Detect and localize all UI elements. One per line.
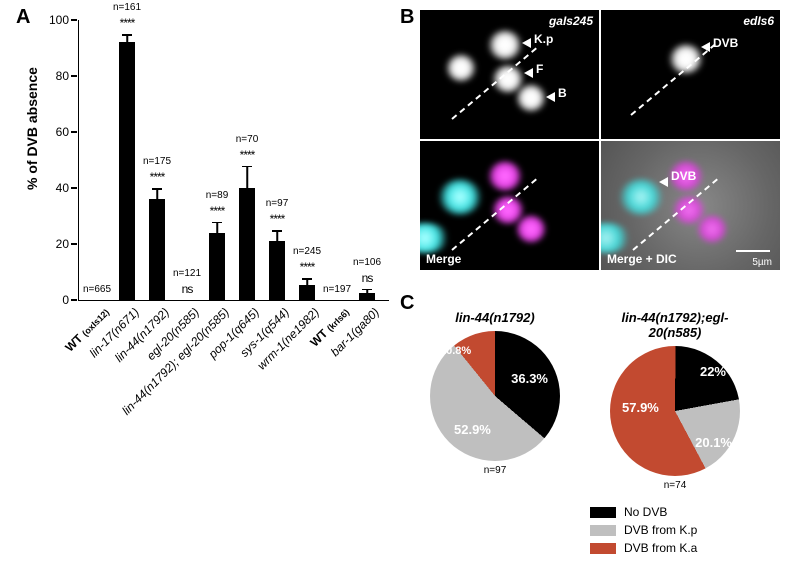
nucleus-m1 (488, 161, 522, 191)
label-dvb: DVB (713, 36, 738, 50)
label-dvb2: DVB (671, 169, 696, 183)
y-tick-label: 40 (41, 181, 69, 195)
micro-cell-edIs6: edIs6 DVB (601, 10, 780, 139)
significance-label: ns (362, 271, 373, 285)
n-label: n=245 (293, 246, 321, 257)
legend-swatch (590, 543, 616, 554)
nucleus-dvb-merge (619, 179, 663, 215)
pie-slice-label: 57.9% (622, 400, 659, 415)
axon-cyan (420, 223, 450, 253)
significance-label: **** (240, 148, 255, 162)
legend-row: DVB from K.a (590, 541, 697, 555)
label-kp: K.p (534, 32, 553, 46)
nucleus-m3 (516, 215, 546, 243)
pie-chart-2: 57.9% 22% 20.1% (610, 346, 740, 476)
y-tick-label: 80 (41, 69, 69, 83)
n-label: n=97 (266, 198, 289, 209)
n-label: n=665 (83, 284, 111, 295)
pie-title-2: lin-44(n1792);egl-20(n585) (600, 310, 750, 340)
nucleus-cyan (438, 179, 482, 215)
pie-slice-label: 20.1% (695, 435, 732, 450)
nucleus-kp (488, 30, 522, 60)
microscopy-grid: gaIs245 K.p F B edIs6 DVB (420, 10, 780, 270)
significance-label: ns (182, 282, 193, 296)
bar (119, 42, 135, 300)
y-tick-label: 20 (41, 237, 69, 251)
significance-label: **** (120, 16, 135, 30)
pie-slice-label: 10.8% (440, 345, 471, 357)
pie-n-2: n=74 (600, 480, 750, 491)
nucleus-d3 (697, 215, 727, 243)
pie-slice-label: 52.9% (454, 422, 491, 437)
significance-label: **** (300, 260, 315, 274)
label-b: B (558, 86, 567, 100)
nucleus-b (516, 84, 546, 112)
legend-swatch (590, 525, 616, 536)
n-label: n=89 (206, 190, 229, 201)
n-label: n=197 (323, 284, 351, 295)
pie-legend: No DVB DVB from K.p DVB from K.a (590, 505, 697, 559)
legend-swatch (590, 507, 616, 518)
legend-row: DVB from K.p (590, 523, 697, 537)
panel-label-a: A (16, 6, 30, 29)
n-label: n=106 (353, 257, 381, 268)
micro-cell-merge: Merge (420, 141, 599, 270)
y-tick-label: 0 (41, 293, 69, 307)
cell-label: gaIs245 (549, 14, 593, 28)
n-label: n=175 (143, 156, 171, 167)
n-label: n=161 (113, 2, 141, 13)
significance-label: **** (270, 212, 285, 226)
pie-slice-label: 22% (700, 364, 726, 379)
legend-label: DVB from K.p (624, 523, 697, 537)
panel-b: gaIs245 K.p F B edIs6 DVB (400, 10, 790, 280)
pie-1: lin-44(n1792) 10.8% 36.3% 52.9% n=97 (420, 310, 570, 476)
cell-label: Merge + DIC (607, 252, 677, 266)
legend-row: No DVB (590, 505, 697, 519)
pie-slice-label: 36.3% (511, 371, 548, 386)
pie-n-1: n=97 (420, 465, 570, 476)
arrow-f (524, 68, 533, 78)
pie-title-1: lin-44(n1792) (420, 310, 570, 325)
nucleus-extra (446, 54, 476, 82)
y-tick-label: 60 (41, 125, 69, 139)
n-label: n=121 (173, 268, 201, 279)
arrow-b (546, 92, 555, 102)
scale-bar (736, 250, 770, 252)
arrow-kp (522, 38, 531, 48)
scale-text: 5µm (752, 257, 772, 268)
cell-label: Merge (426, 252, 461, 266)
bar (149, 199, 165, 300)
pie-chart-1: 10.8% 36.3% 52.9% (430, 331, 560, 461)
significance-label: **** (210, 204, 225, 218)
panel-c: lin-44(n1792) 10.8% 36.3% 52.9% n=97 lin-4… (400, 300, 795, 575)
pie-2: lin-44(n1792);egl-20(n585) 57.9% 22% 20.1%… (600, 310, 750, 491)
bar-chart: 020406080100n=665****n=161****n=175nsn=1… (78, 20, 389, 301)
arrow-dvb2 (659, 177, 668, 187)
cell-label: edIs6 (743, 14, 774, 28)
legend-label: DVB from K.a (624, 541, 697, 555)
arrow-dvb (701, 42, 710, 52)
panel-a: % of DVB absence 020406080100n=665****n=… (30, 10, 390, 480)
label-f: F (536, 62, 543, 76)
y-axis-title: % of DVB absence (24, 67, 40, 190)
significance-label: **** (150, 170, 165, 184)
y-tick-label: 100 (41, 13, 69, 27)
micro-cell-gaIs245: gaIs245 K.p F B (420, 10, 599, 139)
n-label: n=70 (236, 134, 259, 145)
micro-cell-merge-dic: DVB Merge + DIC 5µm (601, 141, 780, 270)
legend-label: No DVB (624, 505, 667, 519)
